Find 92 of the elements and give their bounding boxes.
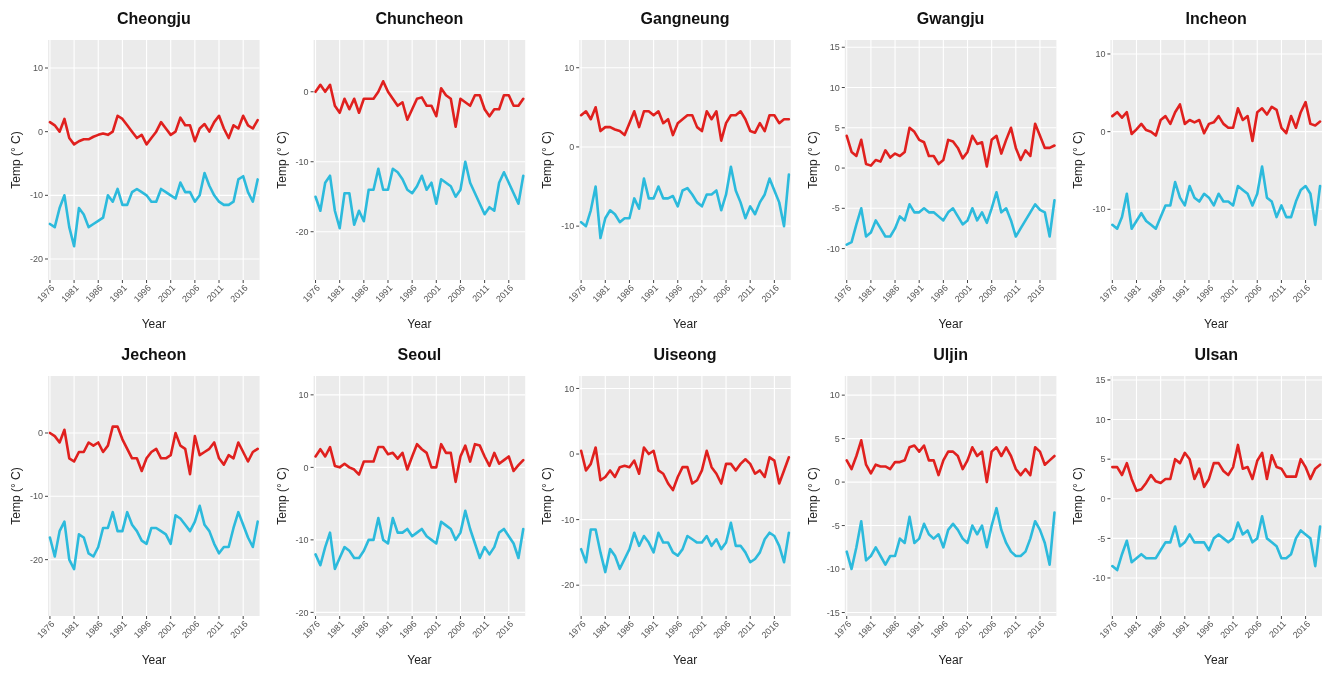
line-series [314,79,525,129]
line-series [48,504,259,571]
y-tick-label: -10 [826,564,840,575]
line-series [579,521,791,574]
line-series [314,160,525,230]
chart-title: Ulsan [1194,346,1238,363]
y-tick-label: 5 [1100,454,1106,465]
y-tick-label: 15 [1095,375,1106,386]
line-series [845,439,1056,484]
line-series [1111,165,1322,231]
x-axis-title: Year [938,317,963,331]
y-tick-label: 10 [829,390,840,401]
y-tick-label: 10 [564,383,575,394]
y-tick-label: -20 [561,580,575,591]
chart-title: Gangneung [640,10,730,27]
y-tick-label: 10 [829,82,840,93]
x-axis-title: Year [672,317,698,331]
y-tick-label: -5 [1097,533,1106,544]
chart-title: Cheongju [116,10,191,27]
x-axis-title: Year [672,653,698,667]
y-tick-label: -10 [826,243,840,254]
y-tick-label: 10 [1095,49,1106,60]
y-tick-label: -20 [295,226,309,237]
y-tick-label: -20 [29,254,43,265]
line-series [579,106,791,142]
line-series [314,509,525,571]
y-axis-title: Temp (° C) [1071,131,1086,189]
x-axis-title: Year [1204,653,1229,667]
line-series [1111,100,1322,143]
y-tick-label: -10 [1092,204,1106,215]
y-tick-label: 0 [834,163,840,174]
y-tick-label: 0 [303,462,309,473]
y-axis-title: Temp (° C) [805,467,820,525]
x-axis-title: Year [938,653,963,667]
y-axis-title: Temp (° C) [540,467,555,525]
line-series [1111,443,1322,493]
y-tick-label: 10 [564,62,575,73]
y-tick-label: 0 [834,477,840,488]
y-axis-title: Temp (° C) [274,467,289,525]
y-axis-title: Temp (° C) [1071,467,1086,525]
line-series [579,446,791,492]
y-tick-label: 0 [1100,126,1106,137]
y-tick-label: -5 [831,520,840,531]
y-tick-label: -10 [29,190,43,201]
x-axis-title: Year [141,653,166,667]
y-tick-label: 10 [32,63,43,74]
y-tick-label: -10 [29,491,43,502]
line-series [48,114,259,146]
y-axis-title: Temp (° C) [9,131,23,189]
line-series [579,165,791,240]
chart-title: Uiseong [653,346,717,363]
line-series [1111,514,1322,572]
line-series [314,442,525,484]
y-tick-label: 0 [37,428,43,439]
y-tick-label: -10 [561,221,575,232]
y-tick-label: -20 [295,607,309,618]
y-tick-label: 0 [1100,493,1106,504]
x-axis-title: Year [407,317,432,331]
y-tick-label: 5 [834,433,840,444]
y-tick-label: 5 [834,122,840,133]
y-tick-label: -15 [826,607,840,618]
chart-title: Jecheon [121,346,187,363]
y-tick-label: 0 [303,86,309,97]
y-tick-label: 0 [569,449,575,460]
y-tick-label: -20 [29,554,43,565]
line-series [845,190,1056,246]
y-axis-title: Temp (° C) [540,131,555,189]
chart-title: Gwangju [916,10,985,27]
y-axis-title: Temp (° C) [9,467,23,525]
y-tick-label: -10 [1092,573,1106,584]
chart-title: Chuncheon [375,10,464,27]
y-tick-label: 10 [298,390,309,400]
x-axis-title: Year [141,317,166,331]
y-tick-label: 0 [37,126,43,137]
chart-title: Incheon [1185,10,1247,27]
line-series [845,122,1056,168]
y-tick-label: -10 [295,535,309,546]
y-tick-label: -5 [831,203,840,214]
y-tick-label: 15 [829,42,840,53]
x-axis-title: Year [407,653,432,667]
y-axis-title: Temp (° C) [805,131,820,189]
y-tick-label: 0 [569,142,575,153]
chart-title: Seoul [397,346,442,363]
y-tick-label: -10 [561,514,575,525]
x-axis-title: Year [1204,317,1229,331]
line-series [48,425,259,476]
chart-title: Uljin [933,346,968,363]
y-tick-label: -10 [295,156,309,167]
y-tick-label: 10 [1095,414,1106,425]
y-axis-title: Temp (° C) [274,131,289,189]
line-series [845,506,1056,571]
line-series [48,171,259,248]
